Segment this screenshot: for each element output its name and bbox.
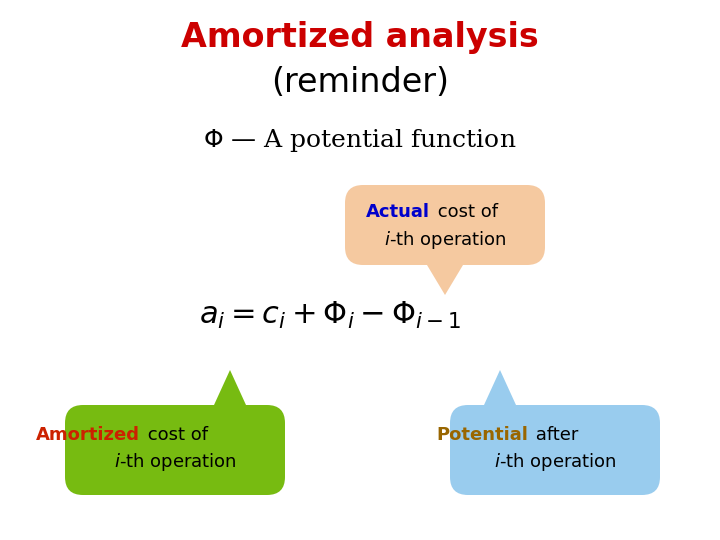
Polygon shape	[427, 265, 463, 295]
Text: Amortized analysis: Amortized analysis	[181, 22, 539, 55]
FancyBboxPatch shape	[65, 405, 285, 495]
Text: $i$-th operation: $i$-th operation	[384, 229, 506, 251]
FancyBboxPatch shape	[450, 405, 660, 495]
Text: $i$-th operation: $i$-th operation	[114, 451, 236, 473]
Text: cost of: cost of	[142, 426, 208, 444]
Text: Amortized: Amortized	[36, 426, 140, 444]
Text: $\Phi$ — A potential function: $\Phi$ — A potential function	[203, 126, 517, 153]
Text: Potential: Potential	[436, 426, 528, 444]
Polygon shape	[214, 370, 246, 405]
Text: after: after	[530, 426, 578, 444]
FancyBboxPatch shape	[345, 185, 545, 265]
Text: (reminder): (reminder)	[271, 65, 449, 98]
Polygon shape	[484, 370, 516, 405]
Text: Actual: Actual	[366, 203, 430, 221]
Text: cost of: cost of	[432, 203, 498, 221]
Text: $a_i = c_i + \Phi_i - \Phi_{i-1}$: $a_i = c_i + \Phi_i - \Phi_{i-1}$	[199, 300, 462, 330]
Text: $i$-th operation: $i$-th operation	[494, 451, 616, 473]
